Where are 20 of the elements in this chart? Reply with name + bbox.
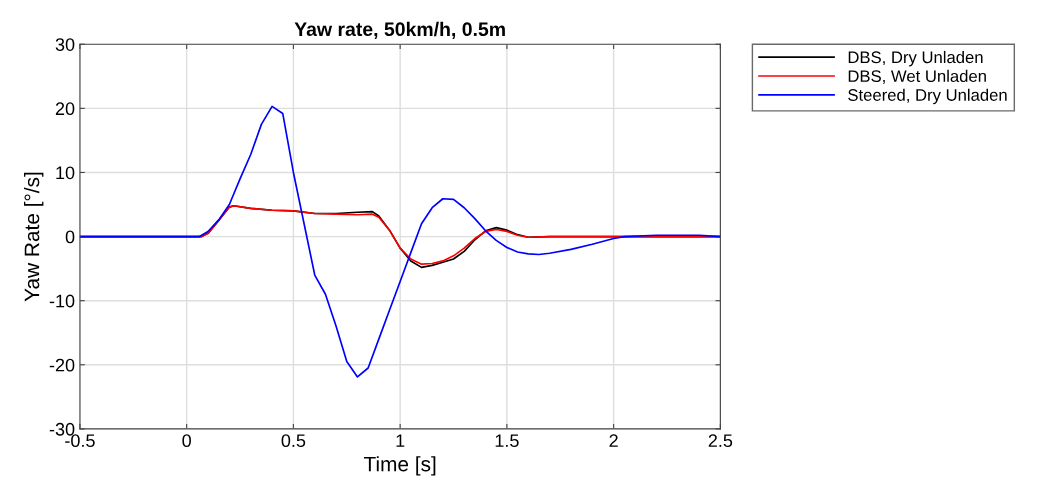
- y-tick-label: 0: [65, 230, 75, 244]
- y-tick-label: 30: [55, 38, 75, 51]
- legend-label: DBS, Wet Unladen: [848, 69, 986, 84]
- x-tick-label: -0.5: [65, 434, 95, 448]
- chart-title: Yaw rate, 50km/h, 0.5m: [294, 21, 505, 39]
- x-tick-label: 2: [609, 434, 618, 447]
- x-tick-label: 2.5: [708, 434, 733, 448]
- y-tick-label: -10: [49, 294, 75, 308]
- y-tick-label: 10: [56, 166, 75, 180]
- y-axis-title: Yaw Rate [°/s]: [24, 172, 44, 302]
- x-axis-title: Time [s]: [363, 456, 436, 476]
- y-tick-label: -20: [49, 358, 75, 372]
- x-tick-label: 1.5: [495, 434, 519, 448]
- y-tick-label: 20: [55, 102, 75, 116]
- legend-label: Steered, Dry Unladen: [848, 88, 1007, 105]
- legend-label: DBS, Dry Unladen: [848, 50, 983, 67]
- x-tick-label: 0: [182, 434, 191, 448]
- x-tick-label: 0.5: [281, 434, 306, 448]
- y-tick-label: -30: [49, 422, 75, 436]
- x-tick-label: 1: [396, 434, 405, 447]
